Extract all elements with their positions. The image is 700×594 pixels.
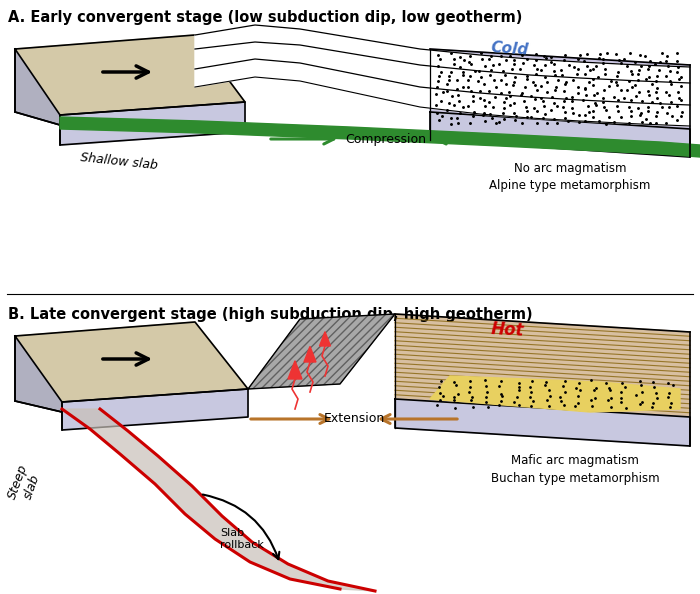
Polygon shape xyxy=(15,336,62,412)
Text: Buchan type metamorphism: Buchan type metamorphism xyxy=(491,472,659,485)
Polygon shape xyxy=(62,389,248,430)
Polygon shape xyxy=(319,331,330,346)
Polygon shape xyxy=(15,322,248,402)
Polygon shape xyxy=(395,399,690,446)
Text: Cold: Cold xyxy=(490,40,528,58)
Polygon shape xyxy=(195,59,690,126)
Polygon shape xyxy=(15,35,245,115)
Text: No arc magmatism: No arc magmatism xyxy=(514,162,626,175)
Polygon shape xyxy=(430,49,690,129)
Polygon shape xyxy=(195,25,690,83)
Text: Shallow slab: Shallow slab xyxy=(80,151,159,172)
Text: Compression: Compression xyxy=(345,132,426,146)
Text: B. Late convergent stage (high subduction dip, high geotherm): B. Late convergent stage (high subductio… xyxy=(8,307,533,322)
Polygon shape xyxy=(248,314,395,389)
Text: Steep
slab: Steep slab xyxy=(6,462,44,505)
Text: Extension: Extension xyxy=(323,412,384,425)
Polygon shape xyxy=(195,42,690,105)
Polygon shape xyxy=(62,409,375,591)
Polygon shape xyxy=(430,112,690,157)
Text: A. Early convergent stage (low subduction dip, low geotherm): A. Early convergent stage (low subductio… xyxy=(8,10,522,25)
Polygon shape xyxy=(288,361,302,379)
Polygon shape xyxy=(60,102,245,145)
Text: Mafic arc magmatism: Mafic arc magmatism xyxy=(511,454,639,467)
Polygon shape xyxy=(430,376,680,412)
Text: Alpine type metamorphism: Alpine type metamorphism xyxy=(489,179,651,192)
Polygon shape xyxy=(395,314,690,417)
Polygon shape xyxy=(60,117,700,157)
Polygon shape xyxy=(304,346,316,362)
Polygon shape xyxy=(15,49,60,125)
Text: Slab
rollback: Slab rollback xyxy=(220,528,264,550)
Text: Hot: Hot xyxy=(490,320,524,340)
